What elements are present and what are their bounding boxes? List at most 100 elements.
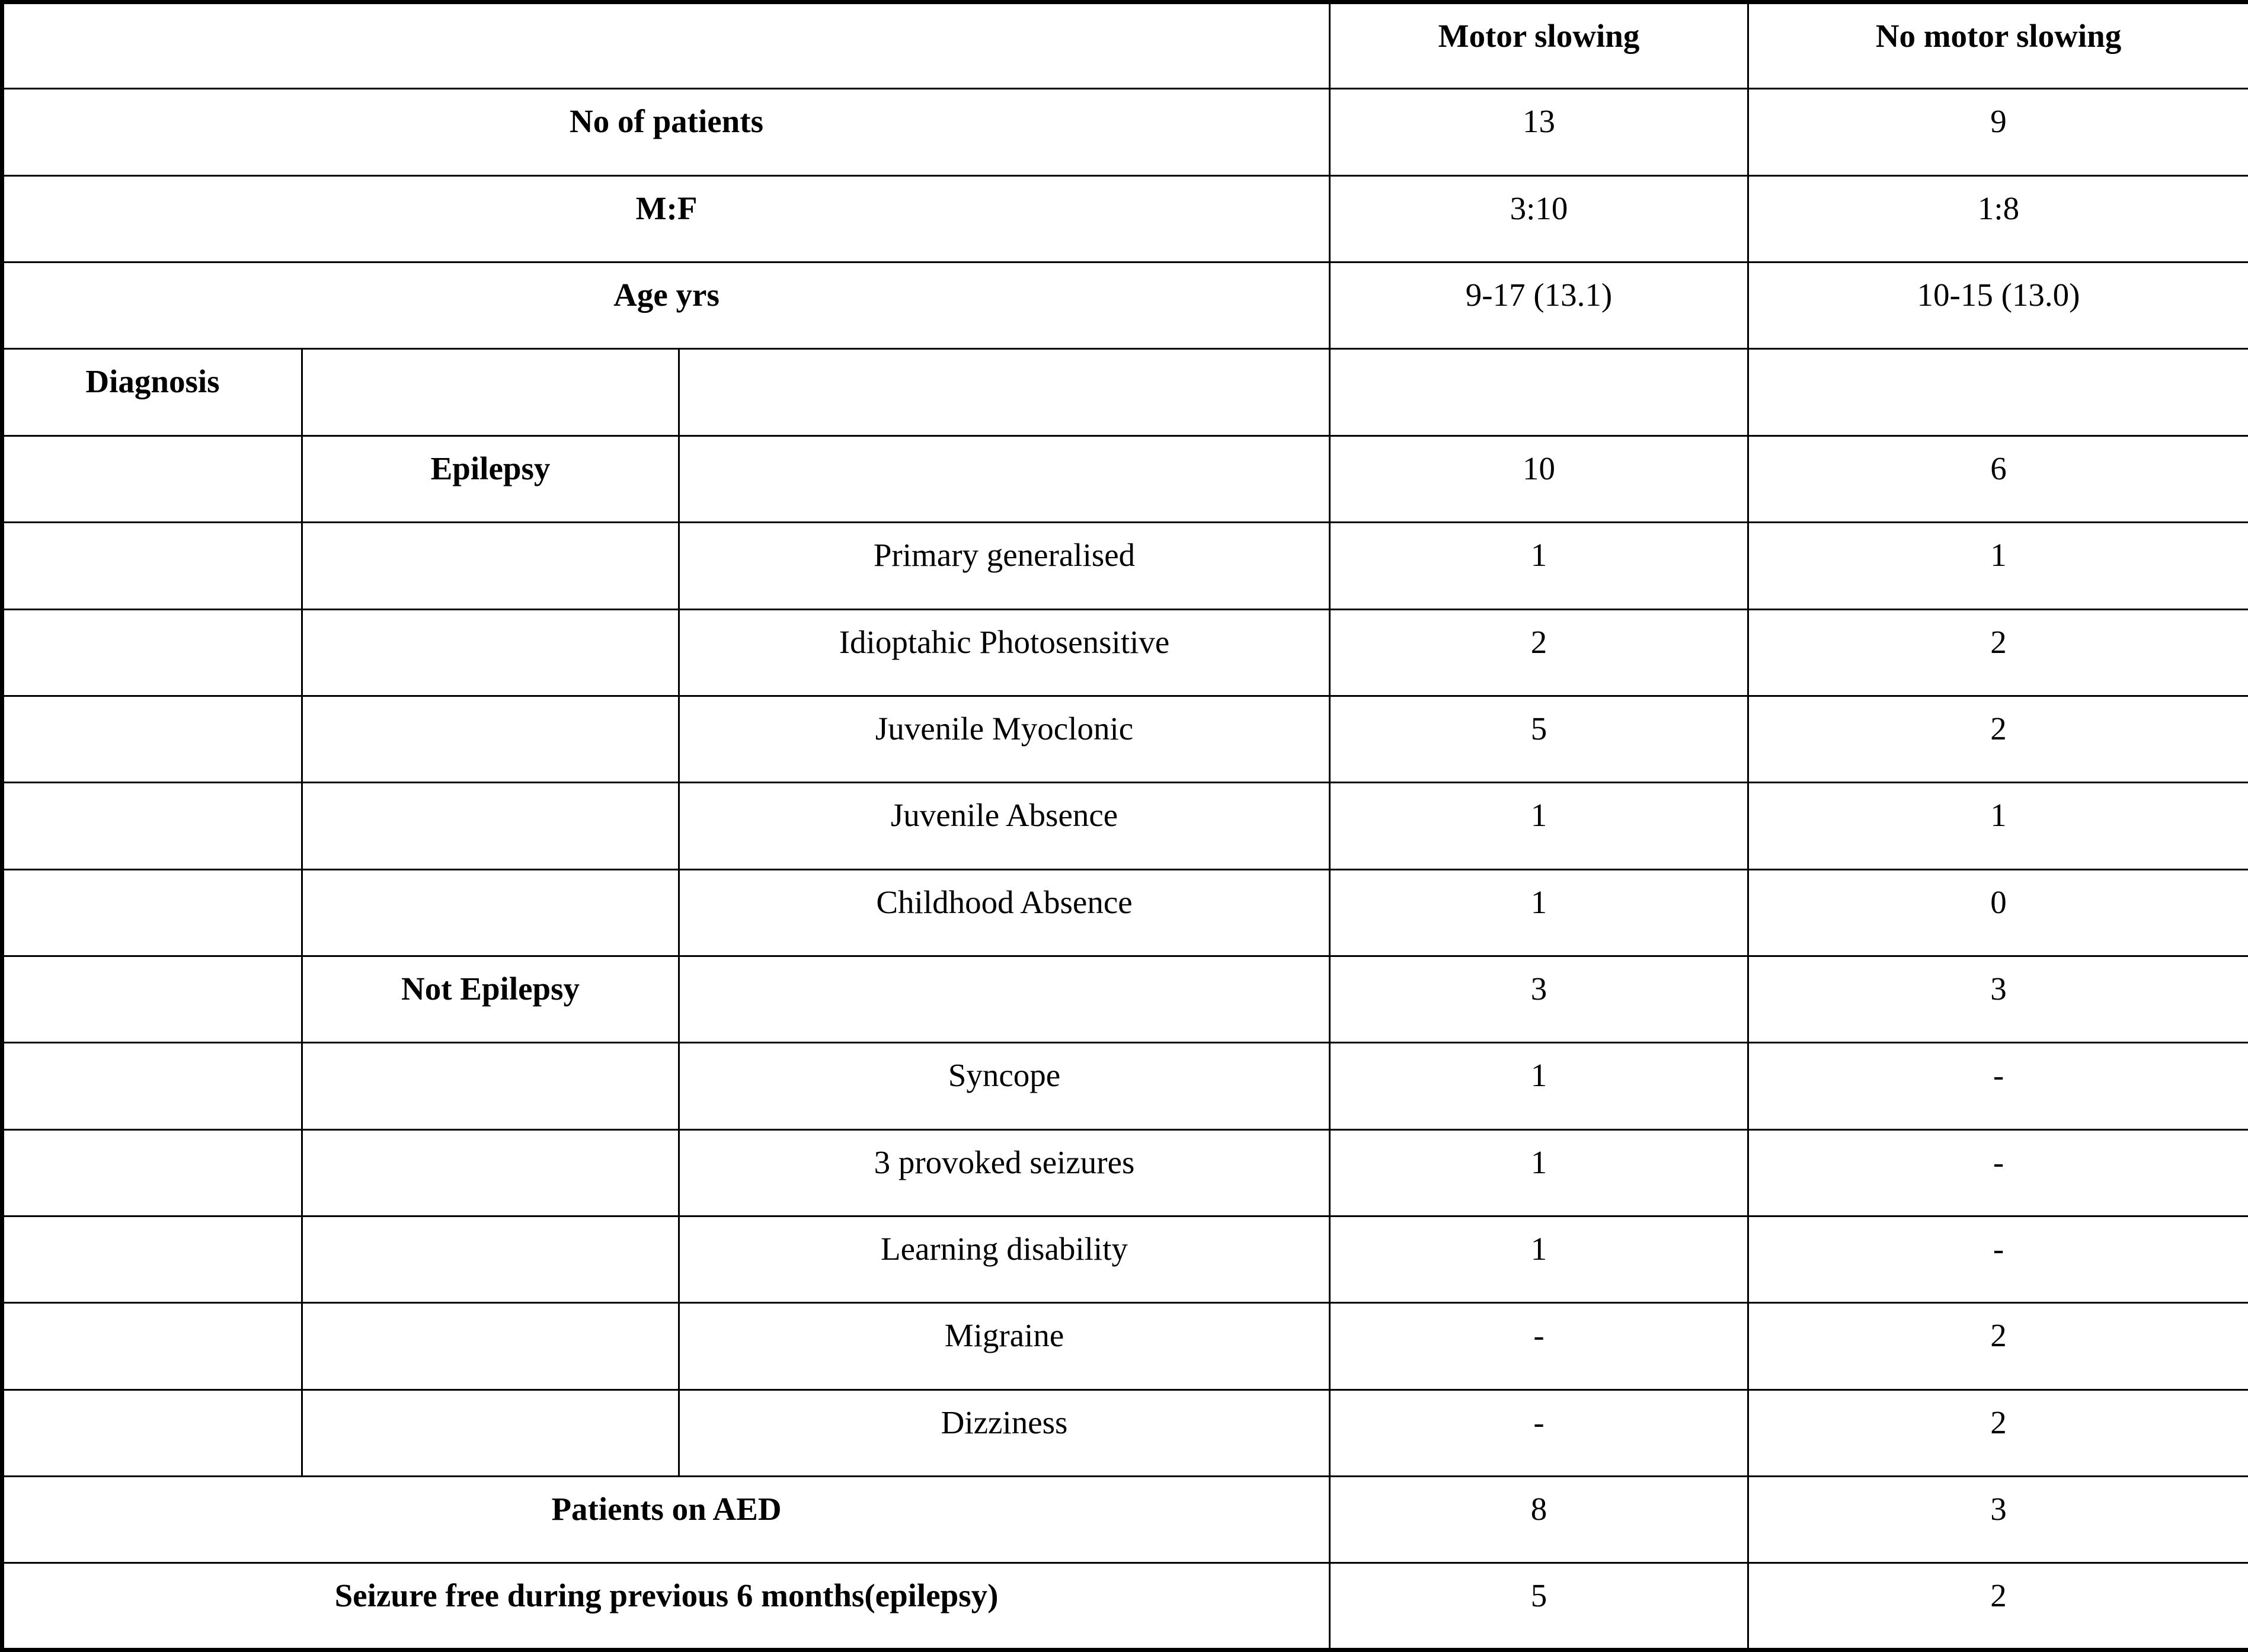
subgroup-label: Dizziness [677, 1388, 1331, 1478]
empty-cell [301, 1215, 680, 1304]
empty-cell [1, 694, 303, 784]
motor-slowing-value: 13 [1329, 88, 1750, 177]
empty-cell [1, 434, 303, 524]
subgroup-row: Juvenile Myoclonic 5 2 [1, 694, 2248, 784]
diagnosis-row: Diagnosis [1, 348, 2248, 437]
subgroup-label: Learning disability [677, 1215, 1331, 1304]
no-motor-slowing-value: - [1747, 1042, 2248, 1131]
subgroup-label: Syncope [677, 1042, 1331, 1131]
empty-cell [1, 1128, 303, 1218]
subgroup-label: Primary generalised [677, 521, 1331, 610]
motor-slowing-value: 8 [1329, 1475, 1750, 1564]
no-motor-slowing-value: 3 [1747, 955, 2248, 1044]
empty-cell [1, 782, 303, 870]
empty-cell [1, 1215, 303, 1304]
motor-slowing-value: 5 [1329, 1562, 1750, 1651]
empty-cell [1, 608, 303, 697]
motor-slowing-value: 3:10 [1329, 174, 1750, 264]
group-label: Epilepsy [301, 434, 680, 524]
empty-cell [677, 955, 1331, 1044]
header-motor-slowing: Motor slowing [1329, 1, 1750, 90]
no-motor-slowing-value: 1:8 [1747, 174, 2248, 264]
row-label: M:F [1, 174, 1331, 264]
row-label: Age yrs [1, 261, 1331, 350]
subgroup-row: 3 provoked seizures 1- [1, 1128, 2248, 1218]
subgroup-label: Idioptahic Photosensitive [677, 608, 1331, 697]
motor-slowing-value: 1 [1329, 521, 1750, 610]
empty-cell [1, 868, 303, 957]
no-motor-slowing-value: 2 [1747, 608, 2248, 697]
no-motor-slowing-value: 10-15 (13.0) [1747, 261, 2248, 350]
no-motor-slowing-value: 2 [1747, 1302, 2248, 1391]
table-row: Seizure free during previous 6 months(ep… [1, 1562, 2248, 1651]
row-label: Patients on AED [1, 1475, 1331, 1564]
table-row: No of patients 13 9 [1, 88, 2248, 177]
subgroup-label: Childhood Absence [677, 868, 1331, 957]
row-label: No of patients [1, 88, 1331, 177]
table-row: Patients on AED 8 3 [1, 1475, 2248, 1564]
empty-cell [301, 1042, 680, 1131]
empty-cell [301, 521, 680, 610]
empty-cell [1, 1388, 303, 1478]
empty-cell [301, 868, 680, 957]
no-motor-slowing-value: 3 [1747, 1475, 2248, 1564]
empty-cell [1, 1302, 303, 1391]
motor-slowing-value: 1 [1329, 1042, 1750, 1131]
no-motor-slowing-value: 6 [1747, 434, 2248, 524]
empty-cell [677, 434, 1331, 524]
empty-cell [1, 955, 303, 1044]
no-motor-slowing-value: - [1747, 1128, 2248, 1218]
group-label: Not Epilepsy [301, 955, 680, 1044]
group-row: Epilepsy 10 6 [1, 434, 2248, 524]
motor-slowing-value: 3 [1329, 955, 1750, 1044]
motor-slowing-value: 1 [1329, 868, 1750, 957]
motor-slowing-value: - [1329, 1302, 1750, 1391]
header-empty-cell [1, 1, 1331, 90]
header-no-motor-slowing: No motor slowing [1747, 1, 2248, 90]
subgroup-row: Dizziness -2 [1, 1388, 2248, 1478]
header-row: Motor slowing No motor slowing [1, 1, 2248, 90]
motor-slowing-value: 1 [1329, 782, 1750, 870]
no-motor-slowing-value: 0 [1747, 868, 2248, 957]
empty-cell [301, 694, 680, 784]
group-row: Not Epilepsy 3 3 [1, 955, 2248, 1044]
empty-cell [301, 608, 680, 697]
diagnosis-label: Diagnosis [1, 348, 303, 437]
motor-slowing-value: 1 [1329, 1215, 1750, 1304]
empty-cell [301, 348, 680, 437]
no-motor-slowing-value: 2 [1747, 1388, 2248, 1478]
subgroup-label: 3 provoked seizures [677, 1128, 1331, 1218]
empty-cell [677, 348, 1331, 437]
empty-cell [1, 521, 303, 610]
subgroup-row: Primary generalised 1 1 [1, 521, 2248, 610]
empty-cell [1747, 348, 2248, 437]
no-motor-slowing-value: 9 [1747, 88, 2248, 177]
no-motor-slowing-value: 2 [1747, 1562, 2248, 1651]
motor-slowing-value: 5 [1329, 694, 1750, 784]
table-row: M:F 3:10 1:8 [1, 174, 2248, 264]
motor-slowing-value: 10 [1329, 434, 1750, 524]
subgroup-label: Juvenile Myoclonic [677, 694, 1331, 784]
no-motor-slowing-value: 1 [1747, 521, 2248, 610]
subgroup-row: Childhood Absence 1 0 [1, 868, 2248, 957]
subgroup-row: Idioptahic Photosensitive 2 2 [1, 608, 2248, 697]
empty-cell [1329, 348, 1750, 437]
subgroup-label: Migraine [677, 1302, 1331, 1391]
subgroup-row: Migraine -2 [1, 1302, 2248, 1391]
empty-cell [1, 1042, 303, 1131]
subgroup-row: Syncope 1- [1, 1042, 2248, 1131]
subgroup-row: Juvenile Absence 1 1 [1, 782, 2248, 870]
row-label: Seizure free during previous 6 months(ep… [1, 1562, 1331, 1651]
table-row: Age yrs 9-17 (13.1) 10-15 (13.0) [1, 261, 2248, 350]
subgroup-row: Learning disability 1- [1, 1215, 2248, 1304]
no-motor-slowing-value: 1 [1747, 782, 2248, 870]
empty-cell [301, 1388, 680, 1478]
subgroup-label: Juvenile Absence [677, 782, 1331, 870]
no-motor-slowing-value: 2 [1747, 694, 2248, 784]
motor-slowing-value: 1 [1329, 1128, 1750, 1218]
empty-cell [301, 782, 680, 870]
empty-cell [301, 1302, 680, 1391]
motor-slowing-value: 9-17 (13.1) [1329, 261, 1750, 350]
motor-slowing-value: - [1329, 1388, 1750, 1478]
